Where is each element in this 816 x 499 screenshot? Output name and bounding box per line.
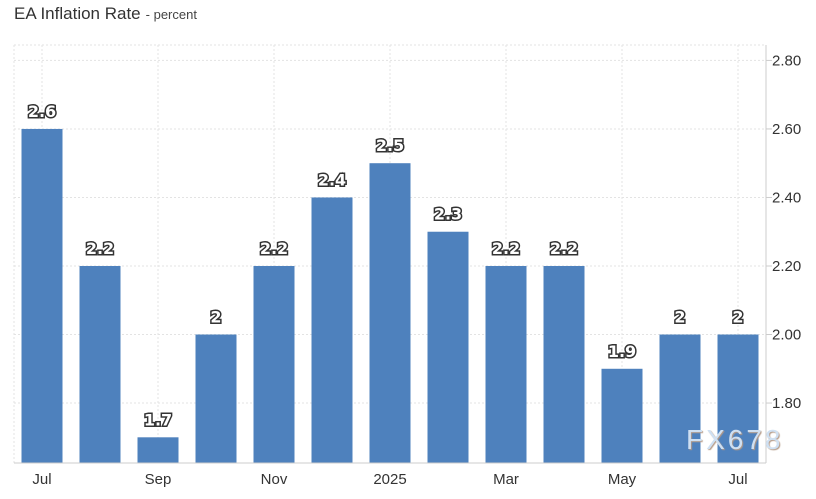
bar (601, 368, 643, 463)
bar (79, 265, 121, 463)
y-tick-label: 2.20 (772, 258, 801, 275)
data-label: 2.5 (376, 136, 404, 155)
bar (427, 231, 469, 463)
data-label: 2.2 (492, 239, 520, 258)
data-label: 2.2 (260, 239, 288, 258)
bar (253, 265, 295, 463)
data-label: 2 (674, 308, 685, 327)
y-tick-label: 2.00 (772, 327, 801, 344)
y-tick-label: 2.60 (772, 121, 801, 138)
y-tick-label: 2.40 (772, 189, 801, 206)
data-label: 2 (210, 308, 221, 327)
bar (21, 128, 63, 463)
y-tick-label: 2.80 (772, 52, 801, 69)
unit-label: percent (146, 7, 197, 22)
bar (485, 265, 527, 463)
data-label: 2.2 (86, 239, 114, 258)
bar (195, 334, 237, 463)
x-tick-label: 2025 (373, 471, 406, 488)
bar (543, 265, 585, 463)
x-tick-label: Mar (493, 471, 519, 488)
data-label: 2.4 (318, 170, 346, 189)
bar (369, 163, 411, 463)
data-label: 2 (732, 308, 743, 327)
data-label: 1.9 (608, 342, 636, 361)
bar (137, 437, 179, 463)
bar (717, 334, 759, 463)
data-label: 1.7 (144, 410, 172, 429)
bar (311, 197, 353, 463)
chart-title: EA Inflation Rate (14, 4, 141, 23)
x-tick-label: Nov (261, 471, 288, 488)
y-tick-label: 1.80 (772, 395, 801, 412)
x-tick-label: May (608, 471, 637, 488)
x-tick-label: Sep (145, 471, 172, 488)
bar (659, 334, 701, 463)
data-label: 2.2 (550, 239, 578, 258)
x-tick-label: Jul (32, 471, 51, 488)
x-tick-label: Jul (728, 471, 747, 488)
data-label: 2.3 (434, 205, 462, 224)
data-label: 2.6 (28, 102, 56, 121)
watermark: FX678 (686, 424, 784, 455)
